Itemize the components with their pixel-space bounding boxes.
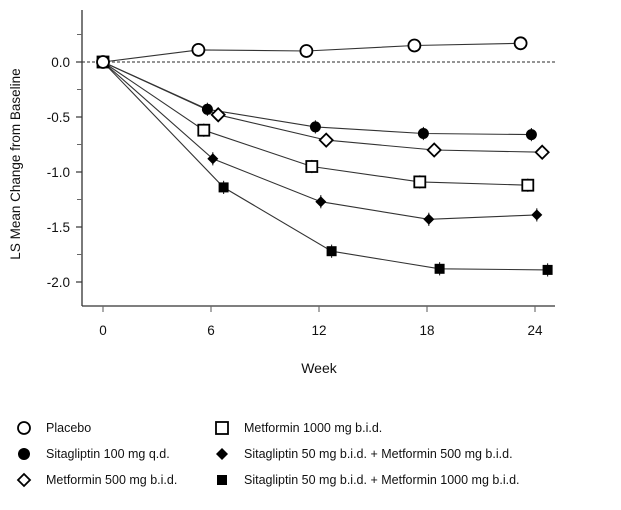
data-point-filled-circle xyxy=(309,121,321,133)
data-point-open-square xyxy=(305,160,319,173)
y-tick-label: -0.5 xyxy=(47,110,70,125)
data-point-filled-diamond xyxy=(423,213,435,225)
data-point-filled-diamond xyxy=(207,153,219,165)
x-tick-label: 12 xyxy=(311,323,326,338)
data-point-filled-diamond xyxy=(315,196,327,208)
y-tick-label: -2.0 xyxy=(47,275,70,290)
data-point-open-square xyxy=(521,178,535,192)
x-tick-label: 6 xyxy=(207,323,215,338)
data-point-open-circle xyxy=(96,55,110,69)
y-tick-label: -1.5 xyxy=(47,220,70,235)
data-point-filled-square xyxy=(326,246,337,257)
data-point-open-square xyxy=(197,123,211,137)
x-tick-label: 18 xyxy=(419,323,434,338)
series-line xyxy=(102,61,548,271)
x-axis-label: Week xyxy=(301,360,338,376)
data-point-open-circle xyxy=(513,36,528,51)
x-tick-label: 0 xyxy=(99,323,107,338)
data-point-filled-square xyxy=(434,263,445,274)
y-axis-label: LS Mean Change from Baseline xyxy=(8,68,23,259)
data-point-open-circle xyxy=(299,44,314,58)
data-point-open-diamond xyxy=(318,132,334,148)
y-tick-label: 0.0 xyxy=(51,55,70,70)
data-point-open-diamond xyxy=(426,142,442,158)
data-point-filled-square xyxy=(218,182,229,193)
data-point-open-diamond xyxy=(534,144,550,160)
data-point-filled-circle xyxy=(417,128,429,139)
data-point-filled-circle xyxy=(525,129,537,141)
data-point-open-diamond xyxy=(210,107,226,123)
data-point-open-circle xyxy=(191,43,206,57)
y-tick-label: -1.0 xyxy=(47,165,70,180)
data-point-filled-square xyxy=(542,264,553,275)
data-point-filled-diamond xyxy=(531,209,543,221)
data-point-open-square xyxy=(413,175,427,189)
x-tick-label: 24 xyxy=(527,323,543,338)
data-point-open-circle xyxy=(407,38,422,53)
data-point-filled-circle xyxy=(201,103,213,115)
